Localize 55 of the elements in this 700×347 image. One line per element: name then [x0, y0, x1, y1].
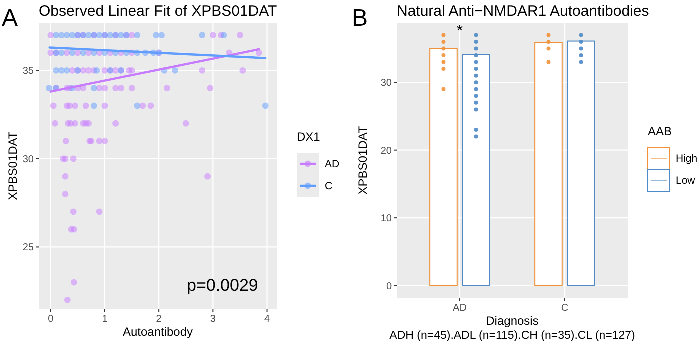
point: [58, 67, 65, 74]
point: [220, 32, 228, 39]
legend-label: Low: [676, 175, 696, 188]
x-tick-label: 4: [264, 314, 270, 325]
legend-label: C: [325, 180, 333, 193]
point: [153, 32, 160, 39]
point: [46, 85, 52, 92]
point: [96, 32, 103, 39]
y-tick-label: 30: [22, 154, 34, 166]
y-axis-title: XPBS01DAT: [6, 131, 20, 200]
chart-title: Observed Linear Fit of XPBS01DAT: [39, 3, 278, 20]
point: [118, 32, 124, 39]
text: ADH (n=45).ADL (n=115).CH (n=35).CL (n=127): [390, 330, 636, 342]
x-tick-label: 1: [102, 314, 108, 325]
legend-title: AAB: [648, 124, 672, 138]
x-tick-label: 3: [210, 314, 216, 325]
point: [90, 85, 98, 92]
y-tick-label: 20: [380, 146, 392, 157]
legend-label: AD: [325, 158, 340, 171]
point: [58, 32, 65, 39]
point: [172, 67, 179, 74]
y-tick-label: 10: [380, 214, 392, 225]
point: [80, 50, 87, 56]
point: [64, 67, 70, 74]
annotation: *: [456, 23, 464, 40]
legend-label: High: [676, 153, 698, 166]
y-tick-label: 35: [22, 66, 34, 78]
point: [262, 102, 269, 110]
legend-title: DX1: [297, 130, 321, 144]
x-axis-title: Autoantibody: [122, 325, 194, 339]
point: [58, 50, 65, 56]
point: [53, 67, 60, 74]
point: [90, 102, 98, 110]
point: [134, 102, 141, 110]
y-axis-title: XPBS01DAT: [356, 126, 370, 195]
point: [134, 32, 141, 39]
text: A: [2, 5, 18, 32]
x-axis-title: Diagnosis: [486, 314, 539, 328]
point: [158, 32, 165, 39]
y-tick-label: 0: [386, 281, 392, 292]
point: [69, 50, 76, 56]
point: [199, 32, 206, 39]
point: [64, 32, 70, 39]
point: [94, 67, 100, 74]
chart-title: Natural Anti−NMDAR1 Autoantibodies: [397, 3, 650, 20]
text: B: [352, 5, 368, 32]
annotation: p=0.0029: [187, 276, 258, 295]
y-tick-label: 25: [22, 242, 34, 254]
point: [86, 32, 92, 39]
x-tick-label: 0: [48, 314, 54, 325]
x-tick-label: 2: [156, 314, 162, 325]
point: [53, 32, 60, 39]
y-tick-label: 30: [380, 78, 392, 90]
point: [69, 32, 76, 39]
point: [107, 32, 114, 39]
